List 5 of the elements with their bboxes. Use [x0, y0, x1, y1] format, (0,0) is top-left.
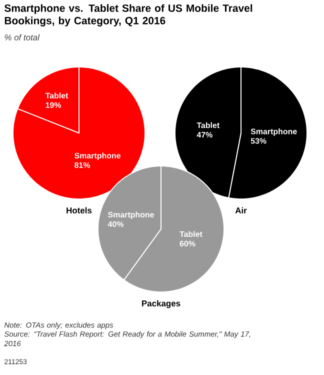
text: Hotels [66, 207, 92, 214]
text: Air [235, 207, 247, 214]
text: % of total [4, 34, 40, 40]
text: Smartphone vs. Tablet Share of US Mobile Travel Bookings, by Category, Q1 2016 [4, 4, 252, 26]
text: Packages [142, 300, 180, 308]
